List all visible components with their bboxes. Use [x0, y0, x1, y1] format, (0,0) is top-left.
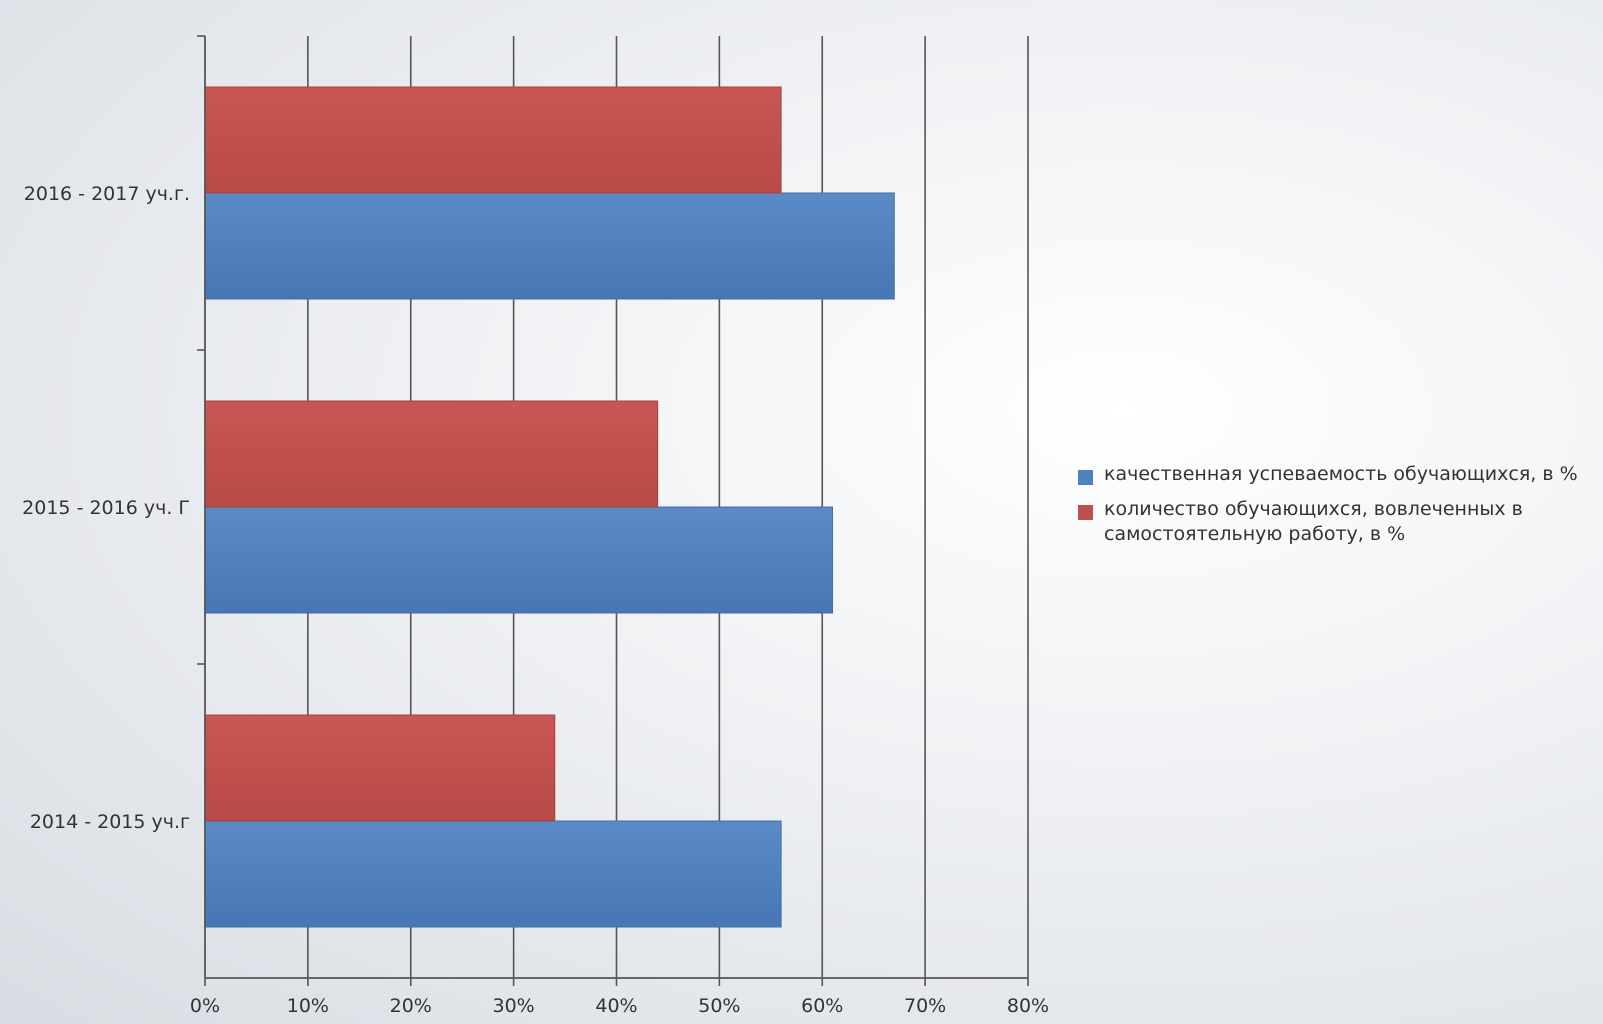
x-tick-label: 80%: [1007, 995, 1049, 1017]
legend: качественная успеваемость обучающихся, в…: [1078, 462, 1598, 557]
legend-swatch-red: [1078, 505, 1093, 520]
bar-involved: [204, 86, 782, 194]
legend-swatch-blue: [1078, 470, 1093, 485]
legend-label-quality: качественная успеваемость обучающихся, в…: [1104, 463, 1578, 485]
legend-label-involved: количество обучающихся, вовлеченных в са…: [1104, 498, 1523, 545]
axes: [197, 35, 1029, 986]
x-tick-label: 0%: [190, 995, 220, 1017]
x-tick-label: 50%: [698, 995, 740, 1017]
bar-quality: [204, 192, 895, 300]
x-tick-label: 30%: [493, 995, 535, 1017]
bars: [204, 86, 895, 928]
x-tick-label: 10%: [287, 995, 329, 1017]
x-tick-label: 20%: [390, 995, 432, 1017]
legend-item-quality: качественная успеваемость обучающихся, в…: [1078, 462, 1598, 487]
x-tick-label: 40%: [595, 995, 637, 1017]
category-label: 2014 - 2015 уч.г: [30, 811, 190, 833]
category-labels: 2014 - 2015 уч.г 2015 - 2016 уч. Г 2016 - …: [22, 183, 190, 833]
bar-quality: [204, 820, 782, 928]
bar-involved: [204, 400, 659, 508]
x-tick-label: 60%: [801, 995, 843, 1017]
bar-involved: [204, 714, 556, 822]
x-tick-label: 70%: [904, 995, 946, 1017]
legend-item-involved: количество обучающихся, вовлеченных в са…: [1078, 497, 1598, 547]
category-label: 2015 - 2016 уч. Г: [22, 497, 190, 519]
bar-quality: [204, 506, 834, 614]
tick-labels: 0% 10% 20% 30% 40% 50% 60% 70% 80%: [190, 995, 1049, 1017]
category-label: 2016 - 2017 уч.г.: [24, 183, 190, 205]
